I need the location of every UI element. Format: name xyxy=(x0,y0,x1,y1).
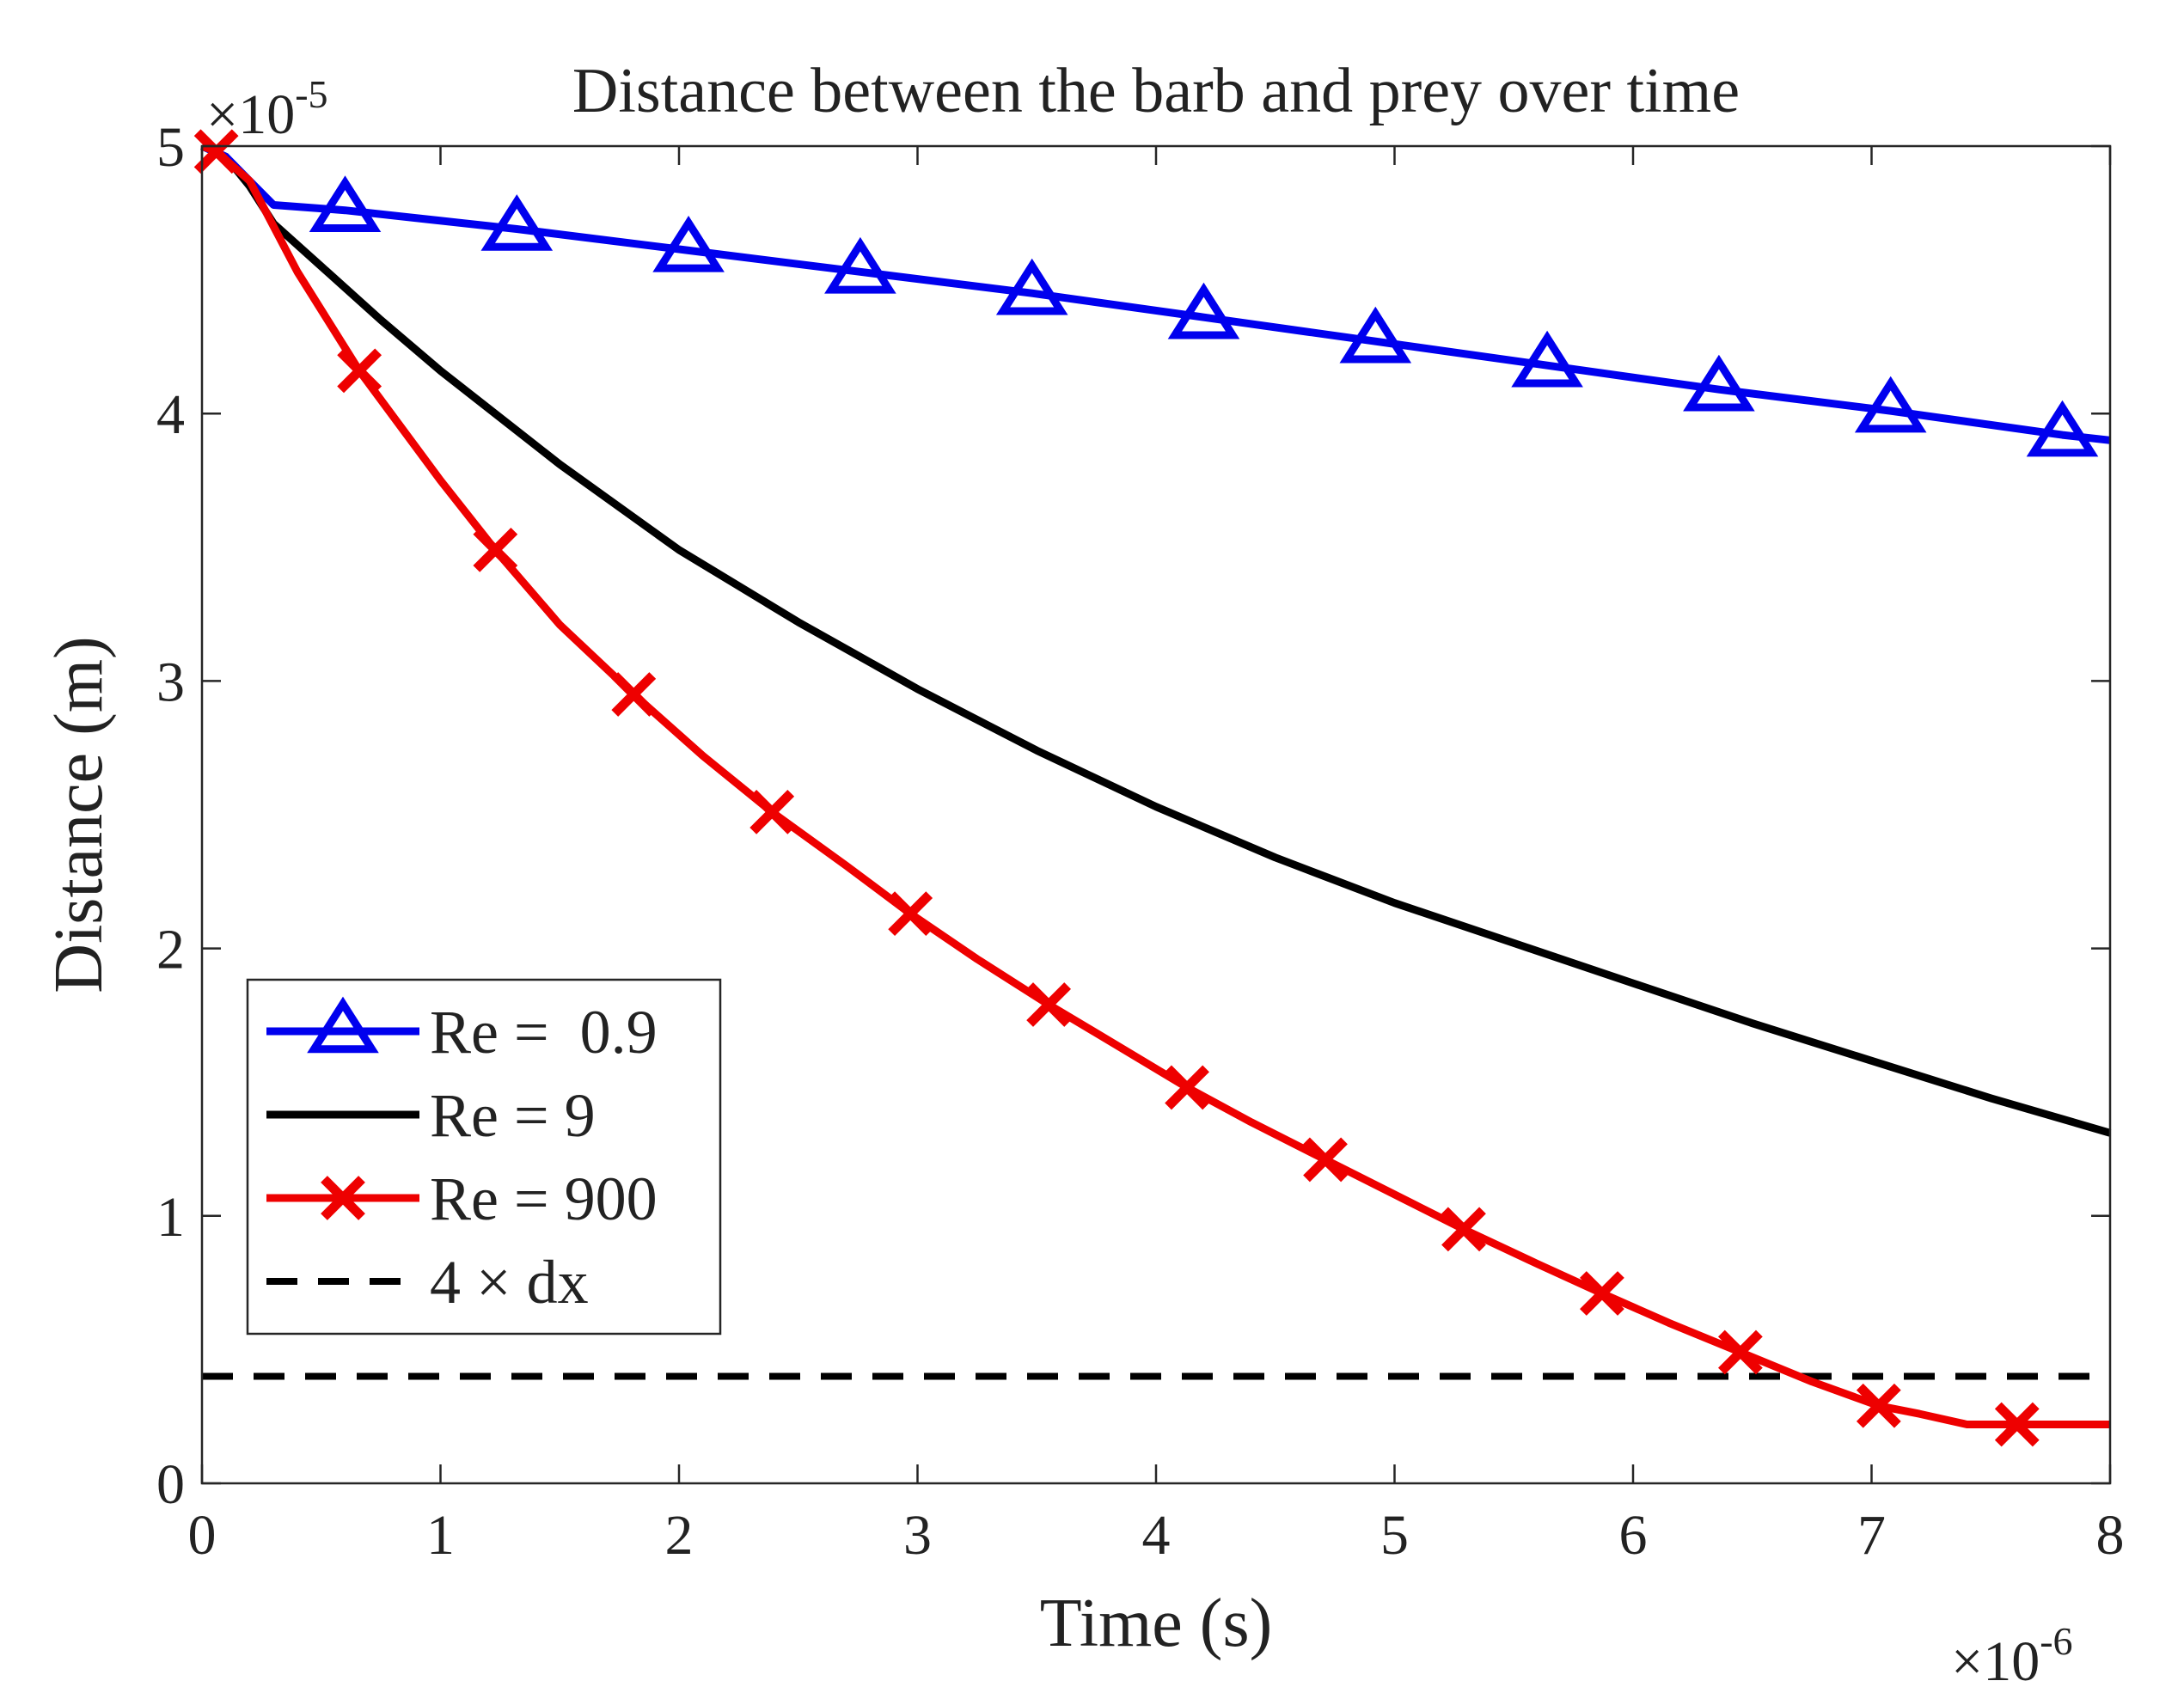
marker-re-0-9-2 xyxy=(652,215,725,272)
marker-re-900-6 xyxy=(1026,982,1072,1027)
x-exponent-power: -6 xyxy=(2040,1619,2072,1663)
x-exponent-label: ×10-6 xyxy=(1951,1619,2073,1687)
x-tick-label-4: 4 xyxy=(1142,1504,1171,1567)
x-tick-label-0: 0 xyxy=(188,1504,217,1567)
y-axis-label: Distance (m) xyxy=(41,636,117,993)
marker-re-0-9-3 xyxy=(824,236,896,294)
legend-marker-re-900 xyxy=(321,1176,365,1220)
marker-re-900-13 xyxy=(1994,1402,2040,1447)
marker-re-0-9-5 xyxy=(1167,282,1240,339)
y-exponent-base: ×10 xyxy=(206,83,295,146)
series-re-9 xyxy=(200,142,2112,1137)
marker-re-0-9-1 xyxy=(480,194,554,251)
marker-re-900-0 xyxy=(193,129,239,174)
marker-re-0-9-0 xyxy=(309,175,382,232)
x-tick-label-6: 6 xyxy=(1619,1504,1648,1567)
legend-marker-re-0-9 xyxy=(307,996,379,1054)
x-tick-label-3: 3 xyxy=(903,1504,932,1567)
series-line-re-0-9 xyxy=(200,142,2111,444)
y-tick-label-5: 5 xyxy=(156,116,185,179)
marker-re-0-9-8 xyxy=(1683,354,1755,412)
x-exponent-base: ×10 xyxy=(1951,1630,2040,1687)
series-re-0-9 xyxy=(200,142,2111,457)
marker-re-900-5 xyxy=(888,891,933,937)
marker-re-900-8 xyxy=(1303,1137,1348,1183)
marker-re-0-9-10 xyxy=(2026,400,2099,457)
y-exponent-label: ×10-5 xyxy=(206,72,328,146)
legend-entry-re-900: Re = 900 xyxy=(430,1164,658,1233)
marker-re-0-9-7 xyxy=(1511,330,1583,388)
y-tick-label-0: 0 xyxy=(156,1453,185,1516)
y-tick-label-2: 2 xyxy=(156,919,185,981)
series-line-re-900 xyxy=(200,142,2110,1428)
x-tick-label-5: 5 xyxy=(1380,1504,1409,1567)
series-re-900 xyxy=(193,129,2110,1447)
y-tick-label-1: 1 xyxy=(156,1186,185,1249)
marker-re-0-9-9 xyxy=(1854,376,1927,433)
marker-re-900-10 xyxy=(1580,1271,1624,1316)
marker-re-900-9 xyxy=(1441,1207,1486,1252)
x-axis-label: Time (s) xyxy=(1040,1586,1272,1661)
x-tick-label-8: 8 xyxy=(2096,1504,2125,1567)
chart-title: Distance between the barb and prey over … xyxy=(572,56,1740,126)
marker-re-900-11 xyxy=(1717,1329,1763,1375)
y-exponent-power: -5 xyxy=(295,72,327,116)
x-tick-label-7: 7 xyxy=(1857,1504,1886,1567)
marker-re-900-4 xyxy=(749,789,795,834)
marker-re-0-9-4 xyxy=(995,258,1068,315)
series-line-re-9 xyxy=(200,142,2112,1137)
y-tick-label-4: 4 xyxy=(156,383,185,446)
axes-layer: 0 1 2 3 4 5 6 7 8 0 1 2 3 4 5 xyxy=(156,116,2125,1567)
marker-re-900-7 xyxy=(1165,1065,1209,1110)
marker-re-0-9-6 xyxy=(1339,306,1412,364)
legend-box xyxy=(246,978,722,1336)
series-layer xyxy=(193,129,2112,1447)
legend: Re = 0.9 Re = 9 Re = 900 4 × dx xyxy=(246,978,722,1336)
legend-entry-4-dx: 4 × dx xyxy=(430,1248,589,1317)
legend-symbols xyxy=(266,996,419,1285)
marker-re-900-2 xyxy=(473,528,518,572)
x-tick-label-1: 1 xyxy=(426,1504,455,1567)
legend-entry-re-9: Re = 9 xyxy=(430,1081,596,1150)
marker-re-900-3 xyxy=(611,672,657,717)
legend-entry-re-0-9: Re = 0.9 xyxy=(430,998,658,1067)
x-tick-label-2: 2 xyxy=(665,1504,694,1567)
marker-re-900-1 xyxy=(337,348,382,394)
y-tick-label-3: 3 xyxy=(156,651,185,713)
marker-re-900-12 xyxy=(1856,1383,1901,1428)
